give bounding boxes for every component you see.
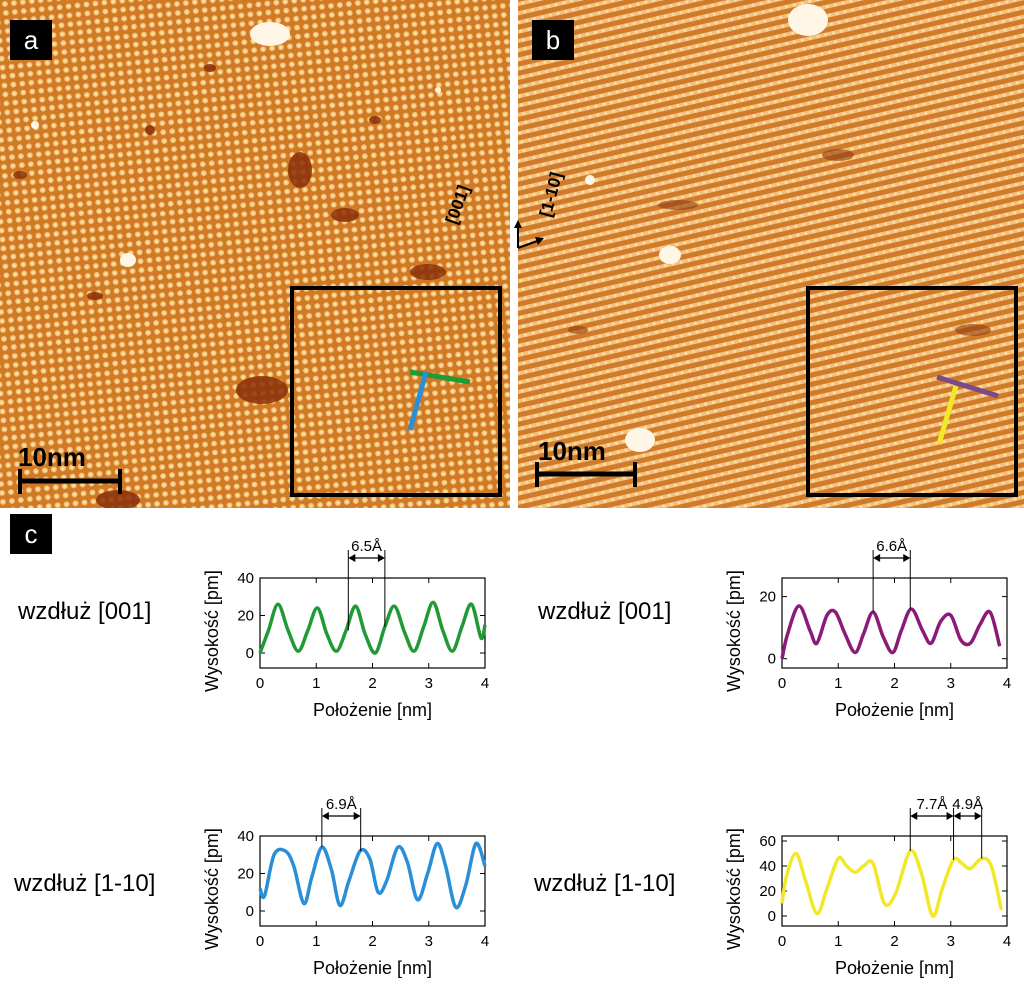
y-tick-label: 0 <box>246 903 254 920</box>
profile-series-line <box>780 604 1002 660</box>
stm-surface-a <box>0 0 510 508</box>
x-tick-label: 4 <box>1003 933 1011 950</box>
direction-axes-icon <box>514 220 544 249</box>
stm-image-a: a 10nm <box>0 0 510 508</box>
inset-box-b <box>806 286 1018 497</box>
x-axis-label: Położenie [nm] <box>313 700 432 720</box>
y-tick-label: 40 <box>237 828 254 845</box>
x-tick-label: 3 <box>425 675 433 692</box>
panel-label-c: c <box>10 514 52 554</box>
x-tick-label: 4 <box>1003 675 1011 692</box>
profile-line-110-b <box>936 385 959 445</box>
annotation-label: 6.6Å <box>876 538 907 555</box>
profile-plot-001-a: 0 1 2 3 4 0 20 40 Położenie [nm] Wysokość [pm] 6.5… <box>190 530 490 735</box>
y-tick-label: 20 <box>237 866 254 883</box>
annotation-label: 6.5Å <box>351 538 382 555</box>
profile-line-110-a <box>407 371 429 431</box>
profile-line-001-b <box>936 374 999 399</box>
x-tick-label: 2 <box>368 933 376 950</box>
y-tick-label: 20 <box>759 883 776 900</box>
x-tick-label: 4 <box>481 675 489 692</box>
profile-series-line <box>258 841 487 910</box>
plot-frame <box>781 577 1008 669</box>
y-tick-label: 20 <box>759 589 776 606</box>
x-tick-label: 1 <box>834 933 842 950</box>
y-tick-label: 0 <box>246 645 254 662</box>
plot-frame <box>259 577 486 669</box>
panel-label-b: b <box>532 20 574 60</box>
x-tick-label: 3 <box>947 933 955 950</box>
y-axis-label: Wysokość [pm] <box>202 570 222 692</box>
x-axis-label: Położenie [nm] <box>835 700 954 720</box>
x-tick-label: 1 <box>312 675 320 692</box>
stm-image-b: b 10nm <box>518 0 1024 508</box>
x-axis-label: Położenie [nm] <box>835 958 954 978</box>
x-tick-label: 3 <box>425 933 433 950</box>
profile-series-line <box>780 848 1004 918</box>
x-tick-label: 0 <box>778 675 786 692</box>
side-label-110-right: wzdłuż [1-10] <box>534 870 676 897</box>
x-tick-label: 4 <box>481 933 489 950</box>
x-tick-label: 0 <box>256 933 264 950</box>
profile-plot-110-a: 0 1 2 3 4 0 20 40 Położenie [nm] Wysokość [pm] 6.9… <box>190 788 490 993</box>
side-label-001-right: wzdłuż [001] <box>538 598 672 625</box>
annotation-label: 6.9Å <box>326 796 357 813</box>
y-axis-label: Wysokość [pm] <box>202 828 222 950</box>
inset-box-a <box>290 286 502 497</box>
x-tick-label: 3 <box>947 675 955 692</box>
panel-label-a: a <box>10 20 52 60</box>
x-tick-label: 0 <box>256 675 264 692</box>
x-tick-label: 0 <box>778 933 786 950</box>
stm-surface-b <box>518 0 1024 508</box>
profile-chart-svg: 0 1 2 3 4 0 20 Położenie [nm] Wysokość [pm] 6.6Å <box>724 538 1011 720</box>
profile-plot-110-b: 0 1 2 3 4 0 20 40 60 Położenie [nm] Wysokość [pm] 7… <box>712 788 1012 993</box>
y-tick-label: 60 <box>759 833 776 850</box>
scale-text-a: 10nm <box>18 442 86 472</box>
side-label-110-left: wzdłuż [1-10] <box>14 870 156 897</box>
y-tick-label: 0 <box>768 651 776 668</box>
x-tick-label: 2 <box>890 675 898 692</box>
y-tick-label: 20 <box>237 608 254 625</box>
y-tick-label: 40 <box>759 858 776 875</box>
scale-text-b: 10nm <box>538 436 606 466</box>
profile-series-line <box>258 600 487 655</box>
plot-frame <box>259 835 486 927</box>
x-tick-label: 1 <box>834 675 842 692</box>
y-axis-label: Wysokość [pm] <box>724 570 744 692</box>
y-tick-label: 40 <box>237 570 254 587</box>
x-tick-label: 2 <box>368 675 376 692</box>
x-tick-label: 1 <box>312 933 320 950</box>
annotation-label: 4.9Å <box>952 796 983 813</box>
annotation-label: 7.7Å <box>916 796 947 813</box>
profile-plot-001-b: 0 1 2 3 4 0 20 Położenie [nm] Wysokość [pm] 6.6Å <box>712 530 1012 735</box>
y-tick-label: 0 <box>768 908 776 925</box>
y-axis-label: Wysokość [pm] <box>724 828 744 950</box>
x-axis-label: Położenie [nm] <box>313 958 432 978</box>
profile-line-001-a <box>409 369 471 385</box>
side-label-001-left: wzdłuż [001] <box>18 598 152 625</box>
x-tick-label: 2 <box>890 933 898 950</box>
